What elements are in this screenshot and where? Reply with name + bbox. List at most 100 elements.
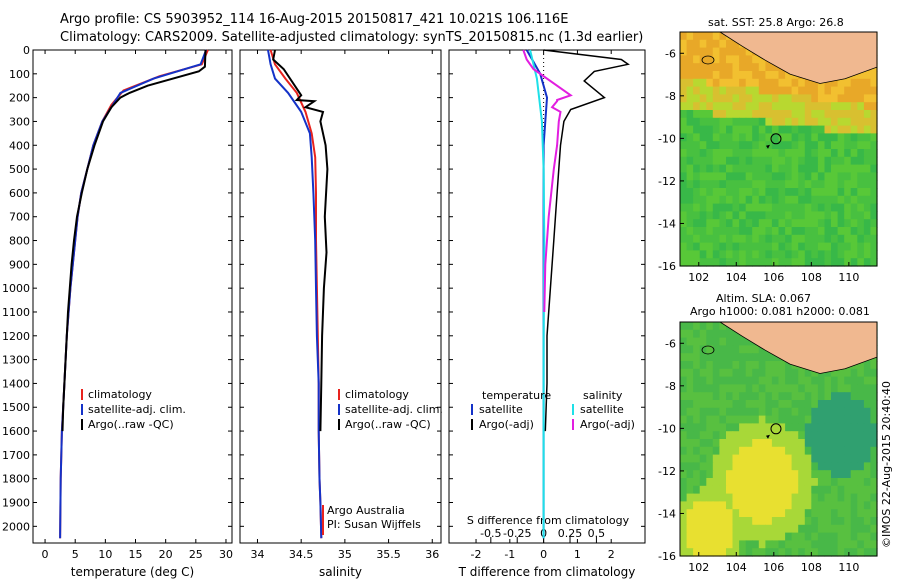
map-y-tick-label: -12 bbox=[658, 465, 676, 478]
panel-frame-1 bbox=[32, 49, 233, 544]
map-y-tick-label: -8 bbox=[665, 380, 676, 393]
map-x-tick-label: 108 bbox=[801, 561, 822, 574]
y-tick-label: 1300 bbox=[2, 354, 30, 367]
series-line-1-1 bbox=[59, 49, 209, 539]
y-tick-label: 100 bbox=[9, 68, 30, 81]
series-line-2-2 bbox=[267, 49, 323, 539]
y-tick-label: 400 bbox=[9, 139, 30, 152]
series-line-1-3 bbox=[61, 49, 207, 432]
sla-map-frame bbox=[679, 321, 878, 557]
x-tick-label: -1 bbox=[504, 548, 515, 561]
x-tick-label: 0 bbox=[42, 548, 49, 561]
map-y-tick-label: -6 bbox=[665, 337, 676, 350]
panel-frame-2 bbox=[239, 49, 442, 544]
sla-map bbox=[679, 321, 878, 557]
argo-drift-arrow bbox=[765, 434, 770, 439]
x-axis-label: T difference from climatology bbox=[458, 565, 636, 579]
argo-location-marker bbox=[770, 423, 782, 435]
legend-label: salinity bbox=[583, 389, 623, 402]
annotation-text: PI: Susan Wijffels bbox=[327, 518, 421, 531]
legend-label: satellite-adj. clim. bbox=[88, 403, 186, 416]
legend-label: satellite-adj. clim. bbox=[345, 403, 443, 416]
sst-map-frame bbox=[679, 31, 878, 267]
island-outline bbox=[701, 55, 715, 65]
y-tick-label: 0 bbox=[23, 44, 30, 57]
legend-label: Argo(-adj) bbox=[580, 418, 635, 431]
x-tick-label: 20 bbox=[159, 548, 173, 561]
map-x-tick-label: 102 bbox=[688, 561, 709, 574]
map-x-tick-label: 102 bbox=[688, 271, 709, 284]
y-tick-label: 200 bbox=[9, 92, 30, 105]
sst-map bbox=[679, 31, 878, 267]
annotation-text: Argo Australia bbox=[327, 504, 405, 517]
series-line-2-3 bbox=[272, 49, 329, 432]
y-tick-label: 1000 bbox=[2, 282, 30, 295]
island-outline bbox=[701, 345, 715, 355]
legend-label: temperature bbox=[482, 389, 551, 402]
sst-map-label: sat. SST: 25.8 Argo: 26.8 bbox=[708, 16, 844, 29]
y-tick-label: 2000 bbox=[2, 520, 30, 533]
map-x-tick-label: 106 bbox=[763, 561, 784, 574]
x-tick-label: 1 bbox=[574, 548, 581, 561]
legend-label: Argo(..raw -QC) bbox=[88, 418, 174, 431]
legend-label: satellite bbox=[580, 403, 624, 416]
map-y-tick-label: -14 bbox=[658, 507, 676, 520]
x-tick-label: 10 bbox=[98, 548, 112, 561]
x-tick-label: 35 bbox=[338, 548, 352, 561]
y-tick-label: 700 bbox=[9, 211, 30, 224]
x-axis-label: temperature (deg C) bbox=[71, 565, 194, 579]
y-tick-label: 600 bbox=[9, 187, 30, 200]
x-tick-label: 25 bbox=[189, 548, 203, 561]
x-tick-label: 35.5 bbox=[376, 548, 401, 561]
x-tick-label: 15 bbox=[129, 548, 143, 561]
sal-tick-label: 0.5 bbox=[588, 527, 606, 540]
panel-frame-3 bbox=[448, 49, 646, 544]
secondary-x-axis-label: S difference from climatology bbox=[467, 514, 630, 527]
x-tick-label: 34.5 bbox=[289, 548, 314, 561]
map-x-tick-label: 104 bbox=[726, 561, 747, 574]
legend-label: climatology bbox=[345, 388, 409, 401]
map-y-tick-label: -6 bbox=[665, 47, 676, 60]
map-y-tick-label: -16 bbox=[658, 260, 676, 273]
map-y-tick-label: -10 bbox=[658, 422, 676, 435]
x-tick-label: 2 bbox=[608, 548, 615, 561]
map-y-tick-label: -8 bbox=[665, 90, 676, 103]
sal-tick-label: -0.25 bbox=[503, 527, 531, 540]
x-axis-label: salinity bbox=[319, 565, 362, 579]
x-tick-label: 34 bbox=[250, 548, 264, 561]
map-x-tick-label: 108 bbox=[801, 271, 822, 284]
map-y-tick-label: -10 bbox=[658, 132, 676, 145]
sla-map-label-1: Altim. SLA: 0.067 bbox=[716, 292, 812, 305]
y-tick-label: 900 bbox=[9, 258, 30, 271]
map-y-tick-label: -12 bbox=[658, 175, 676, 188]
x-tick-label: 30 bbox=[219, 548, 233, 561]
y-tick-label: 1200 bbox=[2, 330, 30, 343]
y-tick-label: 1500 bbox=[2, 401, 30, 414]
y-tick-label: 1800 bbox=[2, 473, 30, 486]
x-tick-label: 5 bbox=[72, 548, 79, 561]
y-tick-label: 300 bbox=[9, 115, 30, 128]
map-x-tick-label: 106 bbox=[763, 271, 784, 284]
map-x-tick-label: 110 bbox=[838, 271, 859, 284]
map-y-tick-label: -14 bbox=[658, 217, 676, 230]
series-line-3-4 bbox=[522, 49, 573, 313]
legend-label: Argo(..raw -QC) bbox=[345, 418, 431, 431]
title-line-1: Argo profile: CS 5903952_114 16-Aug-2015… bbox=[60, 12, 569, 27]
y-tick-label: 1100 bbox=[2, 306, 30, 319]
y-tick-label: 500 bbox=[9, 163, 30, 176]
argo-drift-arrow bbox=[765, 144, 770, 149]
x-tick-label: 0 bbox=[540, 548, 547, 561]
sla-map-label-2: Argo h1000: 0.081 h2000: 0.081 bbox=[690, 305, 870, 318]
argo-location-marker bbox=[770, 133, 782, 145]
y-tick-label: 800 bbox=[9, 235, 30, 248]
series-line-1-2 bbox=[59, 49, 208, 539]
x-tick-label: 36 bbox=[425, 548, 439, 561]
legend-label: satellite bbox=[479, 403, 523, 416]
map-x-tick-label: 104 bbox=[726, 271, 747, 284]
map-x-tick-label: 110 bbox=[838, 561, 859, 574]
legend-label: climatology bbox=[88, 388, 152, 401]
y-tick-label: 1600 bbox=[2, 425, 30, 438]
map-y-tick-label: -16 bbox=[658, 550, 676, 563]
y-tick-label: 1700 bbox=[2, 449, 30, 462]
